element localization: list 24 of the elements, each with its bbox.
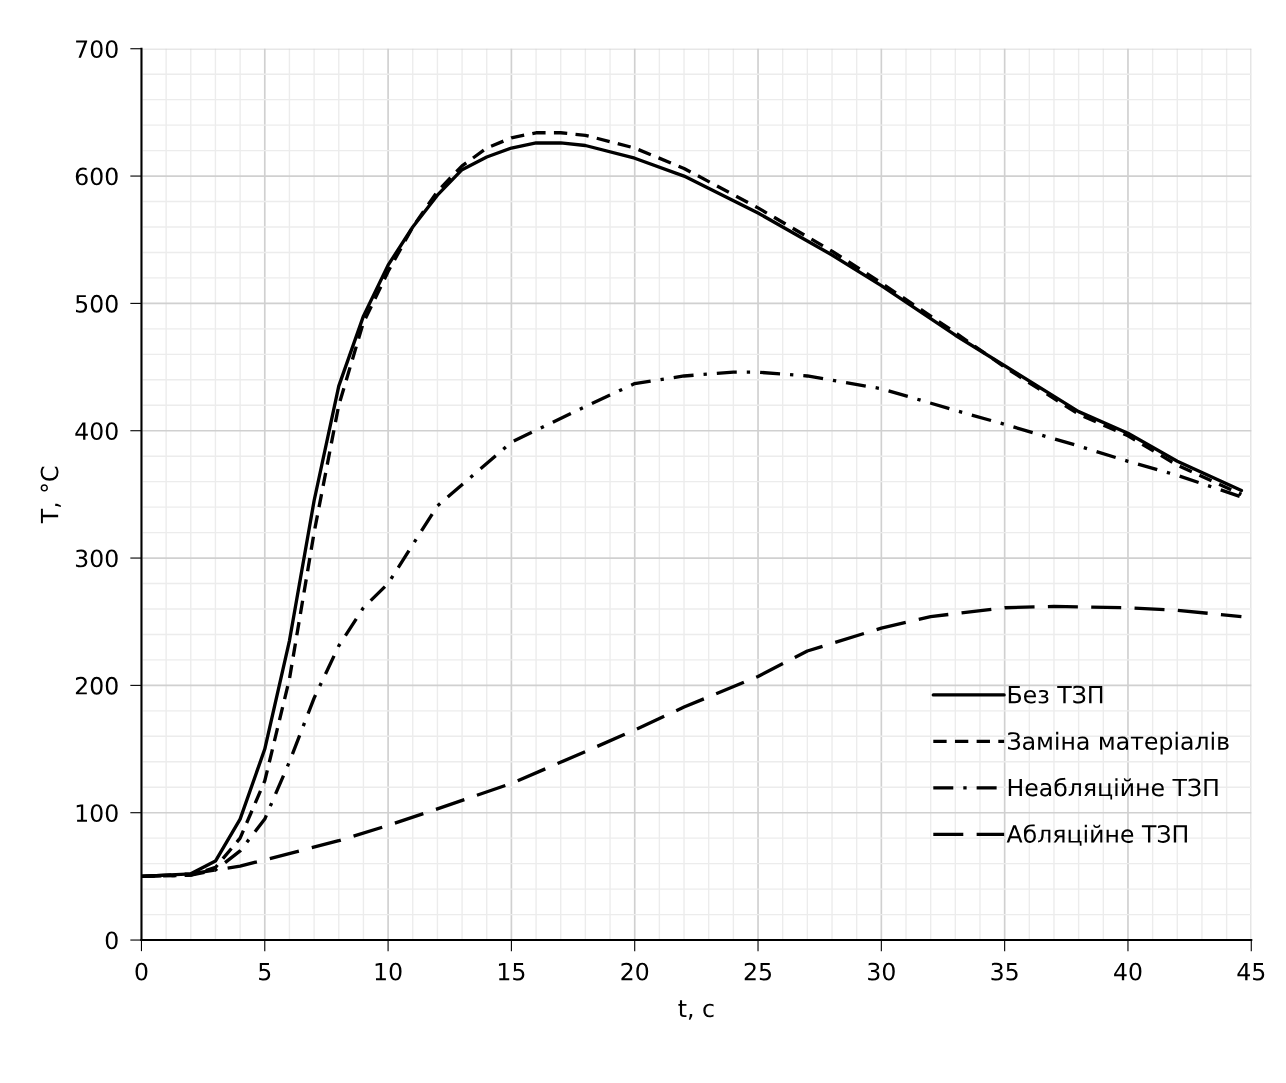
x-tick-label: 30	[868, 962, 895, 981]
y-tick-label: 300	[75, 549, 118, 568]
legend-label: Неабляційне ТЗП	[1008, 777, 1218, 800]
y-tick-label: 100	[76, 804, 118, 823]
x-tick-label: 20	[621, 962, 649, 981]
legend-label: Без ТЗП	[1008, 685, 1103, 704]
y-tick-label: 200	[75, 676, 118, 695]
x-axis-title: t, с	[678, 1000, 714, 1020]
x-tick-label: 25	[744, 962, 771, 981]
x-tick-label: 0	[135, 962, 148, 981]
legend-label: Абляційне ТЗП	[1006, 824, 1187, 846]
y-tick-label: 700	[76, 40, 118, 59]
x-tick-label: 35	[991, 962, 1018, 981]
y-tick-label: 600	[75, 167, 118, 186]
y-axis-title: T, °С	[40, 466, 61, 524]
x-tick-label: 15	[498, 962, 525, 981]
y-tick-label: 500	[75, 294, 118, 313]
y-tick-label: 400	[75, 422, 118, 441]
x-tick-label: 10	[375, 962, 402, 981]
x-tick-label: 45	[1237, 962, 1265, 981]
legend-label: Заміна матеріалів	[1008, 731, 1229, 755]
x-tick-label: 40	[1114, 962, 1142, 981]
x-tick-label: 5	[259, 962, 271, 981]
y-tick-label: 0	[105, 931, 118, 950]
